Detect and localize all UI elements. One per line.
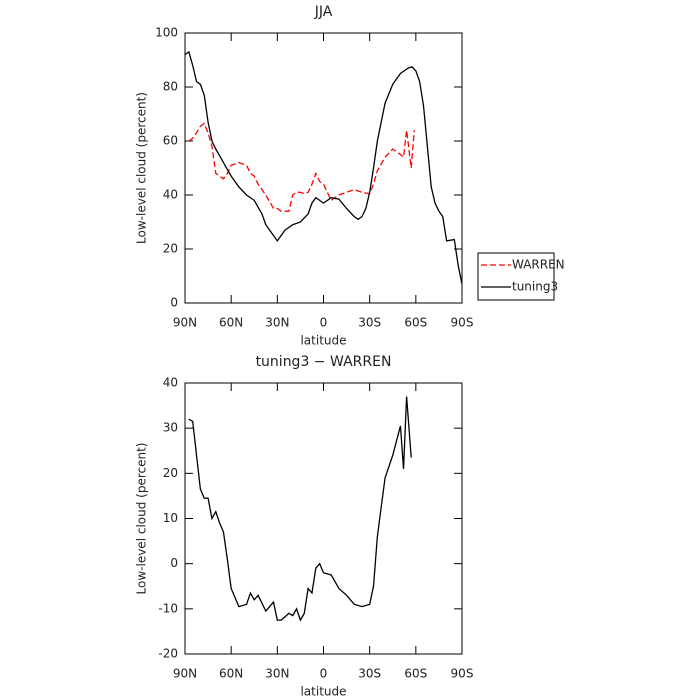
- x-tick-label: 90S: [451, 667, 474, 681]
- x-tick-label: 90S: [451, 316, 474, 330]
- y-tick-label: 40: [163, 376, 178, 390]
- x-tick-label: 30N: [265, 316, 289, 330]
- x-tick-label: 0: [320, 316, 328, 330]
- x-tick-label: 90N: [173, 667, 197, 681]
- y-tick-label: 80: [163, 80, 178, 94]
- chart-title: JJA: [314, 4, 333, 20]
- x-tick-label: 90N: [173, 316, 197, 330]
- plot-frame: [184, 382, 463, 655]
- x-tick-label: 30S: [358, 316, 381, 330]
- y-tick-label: 20: [163, 242, 178, 256]
- legend-label: WARREN: [512, 258, 565, 272]
- y-tick-label: 20: [163, 466, 178, 480]
- x-tick-label: 30S: [358, 667, 381, 681]
- legend-box: [477, 252, 555, 301]
- y-tick-label: 0: [170, 556, 178, 570]
- y-tick-label: 60: [163, 134, 178, 148]
- x-tick-label: 30N: [265, 667, 289, 681]
- line: [184, 50, 463, 285]
- x-tick-label: 60N: [219, 667, 243, 681]
- x-tick-label: 60S: [404, 316, 427, 330]
- y-tick-label: -20: [158, 647, 178, 661]
- line: [188, 396, 412, 622]
- x-tick-label: 60N: [219, 316, 243, 330]
- y-tick-label: 0: [170, 296, 178, 310]
- y-tick-label: 100: [155, 26, 178, 40]
- y-tick-label: 30: [163, 421, 178, 435]
- y-tick-label: 10: [163, 511, 178, 525]
- legend-label: tuning3: [512, 280, 558, 294]
- x-axis-label: latitude: [300, 334, 346, 348]
- y-axis-label: Low-level cloud (percent): [135, 92, 149, 244]
- y-axis-label: Low-level cloud (percent): [135, 443, 149, 595]
- y-tick-label: 40: [163, 188, 178, 202]
- y-tick-label: -10: [158, 601, 178, 615]
- chart-title: tuning3 − WARREN: [256, 354, 392, 370]
- x-axis-label: latitude: [300, 685, 346, 699]
- x-tick-label: 0: [320, 667, 328, 681]
- x-tick-label: 60S: [404, 667, 427, 681]
- line: [188, 122, 415, 212]
